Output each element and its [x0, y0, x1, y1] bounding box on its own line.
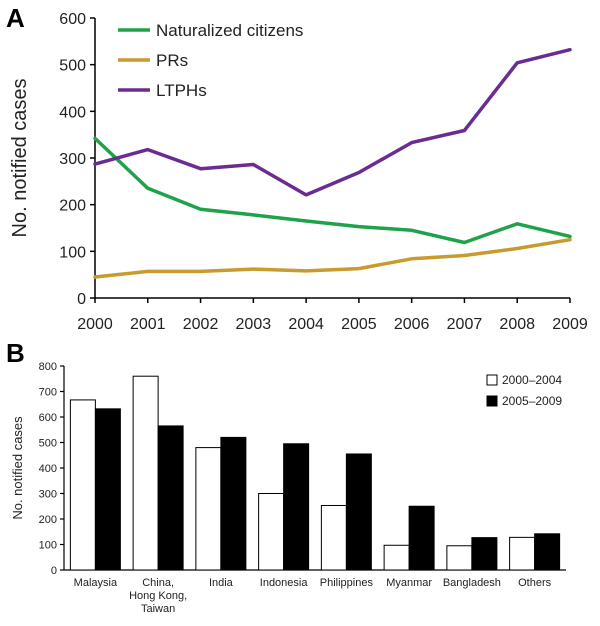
bar-2000-2004: [446, 545, 473, 571]
y-tick-label: 800: [39, 361, 57, 373]
bar-2005-2009: [471, 537, 498, 571]
y-tick-label: 700: [39, 387, 57, 399]
x-tick-label: 2001: [130, 316, 166, 333]
y-tick-label: 100: [39, 540, 57, 552]
legend-label: PRs: [156, 51, 188, 70]
bar-2000-2004: [509, 536, 536, 571]
category-label: Others: [518, 577, 552, 589]
x-tick-label: 2002: [183, 316, 219, 333]
series-line-ltphs: [93, 47, 572, 197]
category-label: Indonesia: [260, 577, 309, 589]
y-tick-label: 400: [39, 463, 57, 475]
category-label: China, Hong Kong, Taiwan: [129, 577, 187, 615]
bar-2005-2009: [157, 425, 184, 571]
category-label-line: Malaysia: [74, 577, 118, 589]
category-label-line: Indonesia: [260, 577, 309, 589]
category-label-line: India: [209, 577, 234, 589]
category-label-line: Taiwan: [141, 603, 175, 615]
x-tick-label: 2004: [288, 316, 324, 333]
bar-2005-2009: [345, 453, 372, 571]
y-tick-label: 200: [39, 514, 57, 526]
bar-2005-2009: [408, 505, 435, 571]
category-label-line: Philippines: [320, 577, 374, 589]
y-axis-label: No. notified cases: [9, 79, 31, 238]
bar-2005-2009: [534, 533, 561, 571]
bar-2000-2004: [69, 399, 96, 571]
bar-2000-2004: [320, 504, 347, 571]
panel-a-letter: A: [6, 3, 25, 33]
y-tick-label: 500: [39, 438, 57, 450]
y-tick-label: 400: [59, 104, 86, 121]
category-label: Malaysia: [74, 577, 118, 589]
category-label: India: [209, 577, 234, 589]
bar-2005-2009: [94, 408, 121, 571]
y-axis-label: No. notified cases: [10, 416, 25, 520]
bar-chart: 0 100 200 300 400 500 600 700 800 No. notified ca…: [10, 361, 566, 615]
y-tick-label: 300: [39, 489, 57, 501]
legend-swatch: [486, 374, 498, 386]
x-tick-label: 2007: [447, 316, 483, 333]
category-label: Bangladesh: [443, 577, 501, 589]
category-label-line: China,: [142, 577, 174, 589]
y-tick-label: 100: [59, 244, 86, 261]
bar-2005-2009: [283, 443, 310, 571]
legend-swatch: [486, 395, 498, 407]
category-label: Myanmar: [386, 577, 432, 589]
category-label-line: Myanmar: [386, 577, 432, 589]
legend-label: 2000–2004: [502, 373, 562, 387]
panel-b-letter: B: [6, 338, 25, 368]
y-tick-label: 500: [59, 58, 86, 75]
category-label-line: Bangladesh: [443, 577, 501, 589]
x-tick-label: 2008: [499, 316, 535, 333]
category-label: Philippines: [320, 577, 374, 589]
series-line-naturalized-citizens: [93, 136, 572, 245]
y-tick-label: 200: [59, 198, 86, 215]
bar-2000-2004: [258, 493, 285, 571]
legend-label: Naturalized citizens: [156, 21, 303, 40]
y-tick-label: 300: [59, 151, 86, 168]
category-label-line: Hong Kong,: [129, 590, 187, 602]
x-tick-label: 2006: [394, 316, 430, 333]
x-tick-label: 2009: [552, 316, 588, 333]
y-tick-label: 0: [77, 291, 86, 308]
bar-2005-2009: [220, 436, 247, 571]
series-line-prs: [93, 237, 572, 279]
legend-label: LTPHs: [156, 81, 207, 100]
y-tick-label: 600: [39, 412, 57, 424]
bar-2000-2004: [195, 447, 222, 571]
x-tick-label: 2003: [236, 316, 272, 333]
bar-2000-2004: [132, 375, 159, 571]
y-tick-label: 0: [51, 565, 57, 577]
legend-label: 2005–2009: [502, 394, 562, 408]
bar-2000-2004: [383, 544, 410, 571]
x-tick-label: 2005: [341, 316, 377, 333]
x-tick-label: 2000: [77, 316, 113, 333]
y-tick-label: 600: [59, 11, 86, 28]
category-label-line: Others: [518, 577, 552, 589]
line-chart: 0 100 200 300 400 500 600 2000 2001 2002 2003 2004 2…: [9, 11, 588, 333]
